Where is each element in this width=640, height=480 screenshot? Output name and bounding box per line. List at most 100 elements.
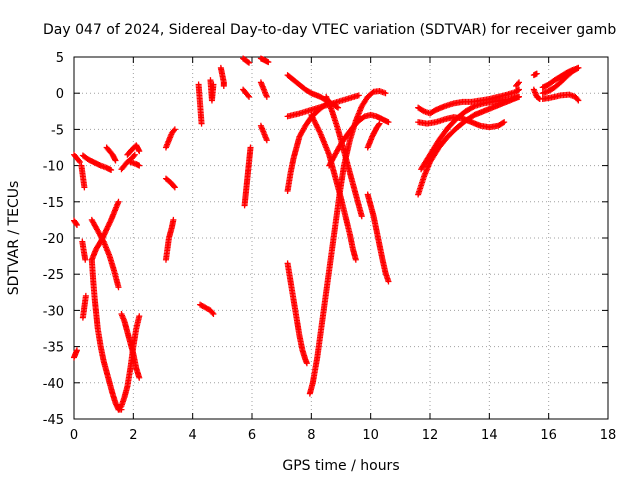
x-tick-label: 8 [307,428,315,443]
data-point [419,107,426,114]
data-point [352,256,359,263]
series-arc-15 [124,142,143,158]
data-point [245,59,252,66]
data-point [136,148,143,155]
series-arc-42 [415,86,522,117]
axis-ticks: 0 2 4 6 8 10 12 14 16 18 5 0 -5 -10 -15 -20 -25 -30 -35 -40… [43,51,617,443]
data-point [335,104,342,111]
data-point [369,89,376,96]
data-point [574,65,581,72]
data-point [209,309,216,316]
series-arc-14 [118,151,138,173]
data-point [515,80,522,87]
y-axis-label: SDTVAR / TECUs [6,181,22,296]
series-arc-01 [71,151,83,165]
data-point [82,256,89,263]
data-point [73,221,80,228]
series-arc-05 [78,162,88,191]
data-point [360,114,367,121]
series-arc-20 [195,81,205,127]
data-point [112,157,119,164]
series-arc-06 [79,238,89,263]
series-arc-38 [364,120,383,151]
series-arc-07 [79,292,89,321]
data-point [170,127,177,134]
data-point [73,347,80,354]
data-point [136,313,143,320]
x-tick-label: 12 [422,428,439,443]
series-arc-34 [306,88,389,397]
data-point [574,96,581,103]
data-point [210,311,217,318]
data-point [263,93,270,100]
data-point [265,59,272,66]
series-arc-26 [240,86,253,100]
series-arc-03 [71,217,80,228]
y-tick-label: -35 [43,341,64,356]
data-point [303,360,310,367]
data-point [75,157,82,164]
series-arc-39 [364,191,392,285]
data-point [131,151,138,158]
x-tick-label: 10 [362,428,379,443]
series-arc-35 [308,111,359,263]
y-tick-label: -5 [51,123,64,138]
data-point [198,120,205,127]
plot-frame [73,56,609,420]
series-arc-24 [241,144,254,209]
y-tick-label: -20 [43,232,64,247]
data-point [385,278,392,285]
data-point [375,121,382,128]
series-arc-31 [284,260,310,367]
y-tick-label: -30 [43,304,64,319]
series-arc-18 [162,175,178,191]
data-point [358,213,365,220]
data-points [71,55,582,413]
series-arc-11 [103,144,119,164]
series-arc-16 [127,158,143,169]
data-point [170,183,177,190]
y-tick-label: -10 [43,160,64,175]
y-tick-label: 0 [56,87,64,102]
grid [74,57,608,419]
x-tick-label: 6 [248,428,256,443]
data-point [136,374,143,381]
y-tick-label: -40 [43,377,64,392]
data-point [130,152,137,159]
data-point [575,64,582,71]
data-point [81,184,88,191]
data-point [533,70,540,77]
data-point [501,119,508,126]
series-arc-21 [197,301,217,318]
y-tick-label: -15 [43,196,64,211]
series-arc-17 [162,126,178,151]
data-point [73,220,80,227]
data-point [516,93,522,100]
series-arc-44 [513,79,522,89]
data-point [108,166,115,173]
series-arc-12 [115,313,143,413]
data-point [82,292,89,299]
data-point [355,92,362,99]
series-arc-13 [118,311,143,381]
x-tick-label: 16 [540,428,557,443]
data-point [76,158,83,165]
y-tick-label: -45 [43,413,64,428]
series-arc-45 [530,70,540,79]
series-arc-25 [240,55,253,66]
data-point [136,162,143,169]
series-arc-29 [257,122,270,144]
data-point [245,92,252,99]
series-arc-49 [539,91,582,104]
data-point [376,120,383,127]
data-point [385,119,392,126]
series-arc-22 [207,77,217,104]
series-arc-28 [257,79,270,100]
y-tick-label: -25 [43,268,64,283]
y-tick-label: 5 [56,51,64,66]
data-point [263,137,270,144]
data-point [516,79,522,86]
chart-title: Day 047 of 2024, Sidereal Day-to-day VTE… [43,22,616,38]
data-point [515,87,522,94]
data-point [171,126,178,133]
